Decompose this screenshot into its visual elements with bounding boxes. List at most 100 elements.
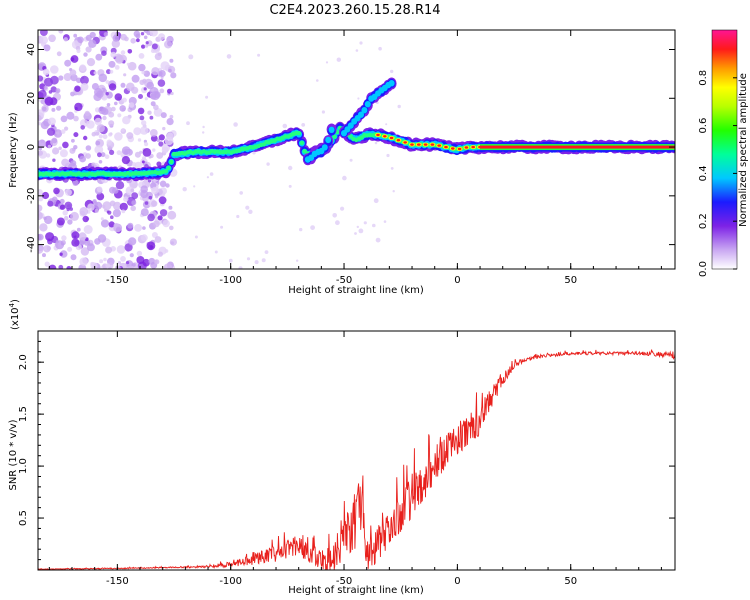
colorbar-gradient	[711, 29, 738, 270]
noise-blob	[42, 253, 46, 258]
noise-blob	[88, 39, 97, 48]
noise-blob	[148, 195, 153, 200]
spectrogram-y-label: Frequency (Hz)	[8, 112, 19, 188]
noise-blob	[58, 264, 64, 269]
noise-blob	[102, 201, 112, 211]
noise-blob	[96, 192, 105, 201]
noise-blob	[98, 160, 103, 164]
noise-blob	[102, 115, 107, 121]
noise-blob	[79, 240, 85, 246]
noise-blob	[50, 86, 57, 93]
noise-blob	[95, 53, 103, 61]
snr-y-tick-label: 1.5	[18, 406, 29, 422]
noise-blob	[98, 134, 103, 139]
noise-blob	[66, 266, 72, 269]
noise-blob	[128, 102, 135, 108]
noise-blob	[61, 235, 67, 241]
noise-blob	[115, 181, 125, 190]
noise-blob	[159, 180, 167, 188]
noise-blob	[103, 257, 107, 262]
noise-blob	[38, 245, 44, 254]
branch-blob	[325, 136, 332, 144]
x-tick-label: -150	[106, 275, 129, 286]
noise-blob	[69, 147, 76, 154]
noise-speck	[321, 110, 325, 114]
noise-blob	[126, 62, 130, 66]
noise-blob	[111, 39, 121, 48]
noise-blob	[55, 88, 61, 94]
noise-blob	[138, 53, 145, 59]
noise-blob	[103, 32, 109, 37]
hot-core	[396, 139, 401, 142]
noise-blob	[87, 203, 95, 211]
noise-blob	[150, 48, 156, 54]
noise-blob	[105, 263, 111, 268]
noise-speck	[245, 205, 250, 210]
noise-blob	[162, 126, 166, 131]
noise-blob	[38, 147, 42, 151]
noise-blob	[150, 245, 154, 249]
noise-speck	[257, 53, 261, 57]
noise-blob	[73, 115, 79, 122]
noise-speck	[392, 190, 395, 193]
noise-blob	[38, 91, 42, 97]
noise-blob	[85, 46, 92, 53]
noise-blob	[58, 146, 62, 151]
noise-blob	[38, 204, 43, 212]
x-tick-label: -50	[336, 275, 352, 286]
noise-blob	[130, 205, 136, 212]
noise-blob	[169, 225, 174, 231]
hot-core	[417, 143, 421, 146]
noise-blob	[94, 87, 103, 97]
noise-blob	[131, 74, 140, 83]
noise-blob	[42, 68, 50, 76]
noise-blob	[56, 105, 62, 111]
noise-blob	[114, 101, 118, 106]
noise-blob	[73, 132, 79, 138]
noise-blob	[140, 234, 148, 242]
noise-blob	[115, 55, 124, 64]
noise-blob	[108, 120, 115, 127]
noise-blob	[101, 50, 107, 56]
noise-speck	[194, 235, 198, 239]
noise-blob	[61, 158, 69, 167]
noise-blob	[60, 129, 66, 134]
hot-core	[423, 143, 428, 146]
noise-speck	[193, 185, 196, 188]
noise-speck	[358, 228, 364, 234]
branch-blob	[358, 111, 364, 118]
hot-core	[471, 145, 476, 149]
noise-speck	[383, 220, 387, 223]
noise-blob	[39, 223, 48, 232]
noise-blob	[96, 124, 105, 133]
noise-speck	[238, 266, 243, 269]
noise-speck	[261, 258, 266, 263]
noise-blob	[100, 217, 104, 221]
noise-blob	[144, 44, 149, 48]
noise-blob	[46, 246, 52, 251]
noise-speck	[373, 198, 379, 204]
noise-blob	[131, 192, 139, 200]
noise-blob	[151, 67, 160, 76]
noise-blob	[96, 186, 103, 193]
noise-blob	[67, 246, 73, 252]
noise-blob	[52, 158, 56, 162]
noise-blob	[71, 231, 80, 240]
noise-blob	[156, 152, 164, 159]
noise-speck	[342, 175, 347, 181]
noise-blob	[83, 225, 93, 234]
noise-blob	[123, 196, 129, 202]
noise-blob	[143, 35, 148, 40]
ridge-blob	[299, 140, 305, 146]
noise-blob	[38, 139, 47, 149]
noise-blob	[97, 152, 102, 158]
noise-speck	[374, 141, 378, 145]
noise-blob	[56, 217, 65, 226]
noise-blob	[169, 114, 174, 119]
noise-blob	[121, 209, 126, 214]
noise-speck	[375, 237, 381, 243]
noise-blob	[140, 32, 145, 36]
hot-core	[437, 144, 442, 147]
noise-blob	[158, 33, 166, 41]
